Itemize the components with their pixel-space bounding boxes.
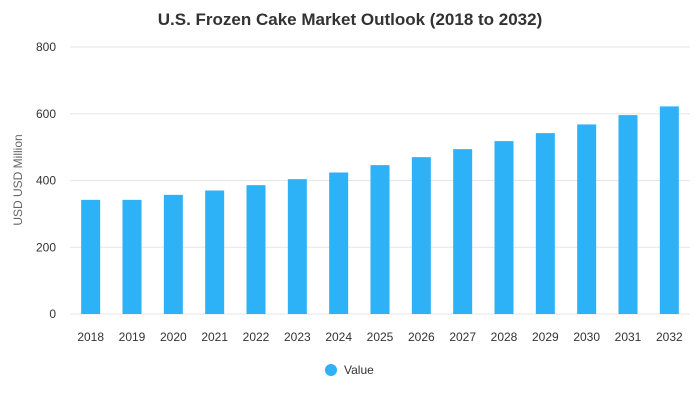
x-tick-label: 2023 [284, 330, 311, 344]
legend-label: Value [344, 363, 374, 377]
bar-2031[interactable] [618, 115, 638, 315]
y-axis-ticks: 0 200 400 600 800 [36, 40, 56, 321]
bar-2030[interactable] [577, 124, 597, 315]
bar-2019[interactable] [122, 199, 142, 314]
bars [81, 106, 679, 315]
x-tick-label: 2030 [573, 330, 600, 344]
bar-2023[interactable] [287, 179, 307, 314]
legend[interactable]: Value [325, 363, 374, 377]
x-tick-label: 2021 [201, 330, 228, 344]
y-tick-label: 400 [36, 174, 56, 188]
bar-2029[interactable] [535, 133, 555, 314]
y-tick-label: 0 [49, 307, 56, 321]
x-tick-label: 2018 [77, 330, 104, 344]
chart-title: U.S. Frozen Cake Market Outlook (2018 to… [158, 10, 543, 29]
x-tick-label: 2022 [243, 330, 270, 344]
bar-2026[interactable] [411, 157, 431, 314]
x-tick-label: 2024 [325, 330, 352, 344]
x-axis-ticks: 2018 2019 2020 2021 2022 2023 2024 2025 2026 2027… [77, 330, 683, 344]
x-tick-label: 2028 [491, 330, 518, 344]
x-tick-label: 2019 [119, 330, 146, 344]
x-tick-label: 2025 [367, 330, 394, 344]
x-tick-label: 2029 [532, 330, 559, 344]
bar-2021[interactable] [205, 190, 225, 314]
bar-2027[interactable] [453, 149, 473, 314]
x-tick-label: 2027 [449, 330, 476, 344]
bar-2022[interactable] [246, 185, 266, 314]
x-tick-label: 2020 [160, 330, 187, 344]
x-tick-label: 2032 [656, 330, 683, 344]
bar-2018[interactable] [81, 199, 101, 314]
x-tick-label: 2026 [408, 330, 435, 344]
bar-2025[interactable] [370, 165, 390, 314]
x-tick-label: 2031 [615, 330, 642, 344]
y-tick-label: 600 [36, 107, 56, 121]
legend-swatch [325, 364, 337, 376]
bar-2032[interactable] [659, 106, 679, 314]
y-axis-label: USD USD Million [11, 134, 25, 225]
bar-2020[interactable] [163, 194, 183, 314]
y-tick-label: 200 [36, 240, 56, 254]
bar-2028[interactable] [494, 141, 514, 314]
bar-2024[interactable] [329, 172, 349, 314]
y-tick-label: 800 [36, 40, 56, 54]
